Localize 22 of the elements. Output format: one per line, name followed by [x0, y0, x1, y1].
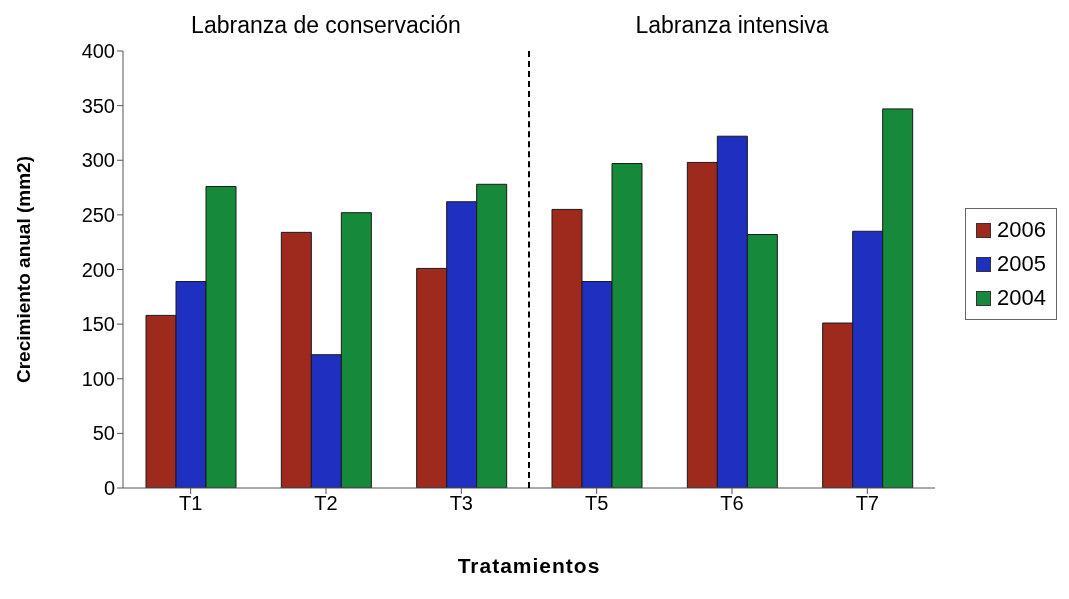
y-tick-label: 250: [81, 203, 115, 226]
legend-label: 2005: [997, 250, 1046, 278]
y-axis-title: Crecimiento anual (mm2): [12, 156, 34, 383]
x-tick-label: T1: [178, 492, 203, 515]
y-tick-label: 200: [81, 258, 115, 281]
legend-label: 2006: [997, 216, 1046, 244]
x-tick-label: T6: [720, 492, 744, 515]
y-tick-label: 350: [81, 94, 115, 117]
text: Labranza de conservación: [190, 12, 462, 39]
legend-label: 2004: [997, 284, 1046, 312]
y-tick-label: 100: [81, 367, 115, 390]
x-tick-label: T2: [314, 492, 338, 515]
y-tick-label: 300: [81, 149, 115, 172]
y-tick-label: 50: [92, 422, 115, 445]
x-tick-label: T3: [449, 492, 474, 515]
x-axis-title: Tratamientos: [457, 554, 601, 577]
x-tick-label: T5: [584, 492, 609, 515]
y-tick-label: 400: [81, 40, 115, 63]
y-tick-label: 150: [81, 313, 115, 336]
x-tick-label: T7: [855, 492, 880, 515]
text: Labranza intensiva: [634, 12, 830, 39]
y-tick-label: 0: [103, 477, 115, 500]
